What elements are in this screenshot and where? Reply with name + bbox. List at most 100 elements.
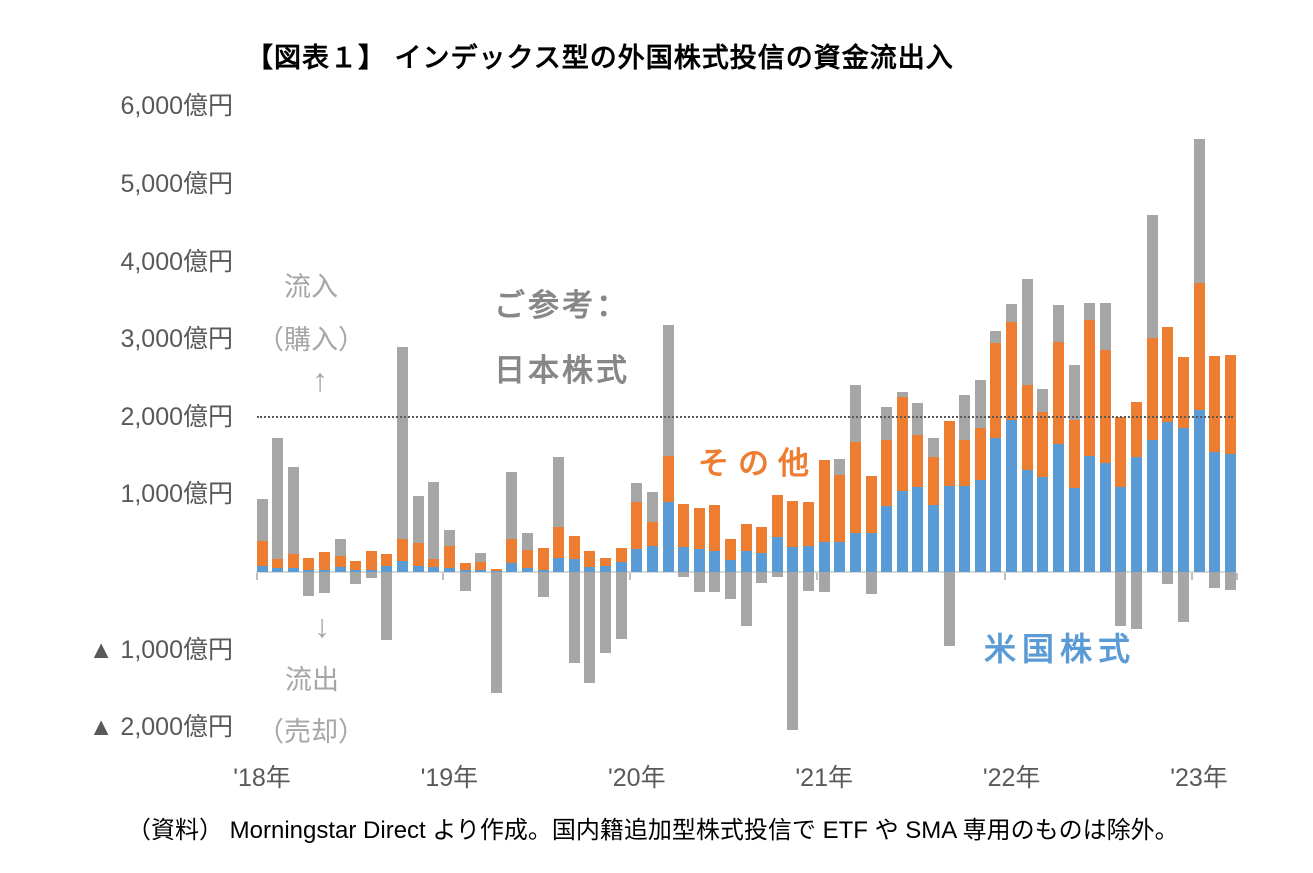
bar-segment-us xyxy=(725,559,736,572)
bar-segment-other xyxy=(1193,283,1205,411)
bar-segment-us xyxy=(662,502,674,572)
bar-segment-japan xyxy=(756,572,768,583)
bar-segment-japan xyxy=(443,529,455,546)
bar-segment-us xyxy=(912,486,924,572)
bar-segment-other xyxy=(428,558,440,567)
bar-segment-us xyxy=(974,479,986,572)
bar-segment-japan xyxy=(1068,364,1080,421)
bar-segment-other xyxy=(1006,321,1018,421)
bar-segment-us xyxy=(1146,440,1158,572)
axis-tick xyxy=(441,573,444,580)
bar-segment-japan xyxy=(256,499,268,541)
y-axis-label: 1,000億円 xyxy=(120,480,233,509)
bar-segment-other xyxy=(881,439,893,506)
bar-segment-japan xyxy=(881,406,893,440)
bar-segment-us xyxy=(428,566,440,572)
chart-title: 【図表１】 インデックス型の外国株式投信の資金流出入 xyxy=(246,43,954,73)
bar-segment-us xyxy=(959,485,971,572)
bar-segment-other xyxy=(834,474,846,542)
bar-segment-other xyxy=(521,549,533,569)
bar-segment-japan xyxy=(990,331,1002,344)
bar-segment-us xyxy=(771,536,783,572)
bar-segment-us xyxy=(1115,486,1127,572)
bar-segment-us xyxy=(1052,443,1064,572)
bar-segment-japan xyxy=(521,532,533,550)
bar-segment-us xyxy=(1084,455,1096,572)
bar-segment-japan xyxy=(896,391,908,397)
bar-segment-japan xyxy=(912,403,924,436)
bar-segment-us xyxy=(553,558,565,572)
bar-segment-us xyxy=(318,570,330,572)
bar-segment-other xyxy=(506,539,518,564)
bar-segment-japan xyxy=(1099,302,1111,351)
bar-segment-other xyxy=(943,421,955,486)
bar-segment-us xyxy=(1021,469,1033,572)
bar-segment-other xyxy=(1162,326,1174,422)
bar-segment-japan xyxy=(272,437,284,559)
bar-segment-other xyxy=(256,540,268,566)
bar-segment-other xyxy=(646,521,658,546)
bar-segment-other xyxy=(818,459,830,542)
bar-segment-us xyxy=(397,561,409,572)
bar-segment-us xyxy=(1068,487,1080,572)
bar-segment-japan xyxy=(1209,572,1221,588)
bar-segment-japan xyxy=(974,380,986,429)
bar-segment-other xyxy=(631,501,643,549)
x-axis-label: '21年 xyxy=(795,764,853,792)
bar-segment-us xyxy=(584,566,596,572)
bar-segment-other xyxy=(584,551,596,567)
bar-segment-japan xyxy=(428,481,440,559)
bar-segment-us xyxy=(600,566,612,572)
bar-segment-other xyxy=(615,547,627,562)
bar-segment-other xyxy=(459,563,471,571)
bar-segment-japan xyxy=(849,384,861,442)
bar-segment-other xyxy=(412,542,424,566)
bar-segment-japan xyxy=(412,495,424,543)
bar-segment-us xyxy=(490,571,502,572)
axis-tick xyxy=(1236,573,1239,580)
bar-segment-japan xyxy=(771,572,783,577)
bar-segment-other xyxy=(678,503,690,548)
bar-segment-japan xyxy=(865,572,877,595)
bar-segment-japan xyxy=(709,572,721,593)
bar-segment-japan xyxy=(928,437,940,457)
bar-segment-other xyxy=(849,441,861,533)
bar-segment-japan xyxy=(1162,572,1174,584)
bar-segment-other xyxy=(1131,401,1143,457)
bar-segment-japan xyxy=(1006,304,1018,322)
bar-segment-japan xyxy=(1021,279,1033,385)
y-axis-label: 6,000億円 xyxy=(120,92,233,121)
bar-segment-japan xyxy=(318,572,330,593)
y-axis-label: ▲ 2,000億円 xyxy=(88,713,233,742)
bar-segment-japan xyxy=(365,572,377,578)
x-axis-label: '23年 xyxy=(1170,764,1228,792)
japan-reference-label-line1: ご参考： xyxy=(494,288,630,323)
source-note: （資料） Morningstar Direct より作成。国内籍追加型株式投信で… xyxy=(127,817,1179,844)
bar-segment-japan xyxy=(1177,572,1189,622)
bar-segment-japan xyxy=(725,572,736,600)
bar-segment-us xyxy=(1177,428,1189,572)
x-axis-label: '20年 xyxy=(608,764,666,792)
bar-segment-other xyxy=(756,526,768,553)
axis-tick xyxy=(256,573,259,580)
bar-segment-other xyxy=(365,550,377,571)
bar-segment-japan xyxy=(631,482,643,502)
bar-segment-japan xyxy=(1193,138,1205,284)
bar-segment-us xyxy=(1006,420,1018,572)
bar-segment-us xyxy=(506,563,518,572)
bar-segment-japan xyxy=(553,456,565,528)
bar-segment-other xyxy=(787,500,799,547)
inflow-arrow-icon: ↑ xyxy=(312,362,328,398)
bar-segment-japan xyxy=(1037,389,1049,412)
bar-segment-us xyxy=(803,546,815,572)
bar-segment-japan xyxy=(803,572,815,591)
bar-segment-us xyxy=(881,505,893,572)
bar-segment-japan xyxy=(334,539,346,556)
bar-segment-us xyxy=(537,570,549,572)
bar-segment-japan xyxy=(1224,572,1236,590)
bar-segment-other xyxy=(1021,384,1033,470)
bar-segment-other xyxy=(662,456,674,503)
bar-segment-japan xyxy=(490,572,502,694)
bar-segment-japan xyxy=(818,572,830,593)
bar-segment-us xyxy=(1131,456,1143,572)
